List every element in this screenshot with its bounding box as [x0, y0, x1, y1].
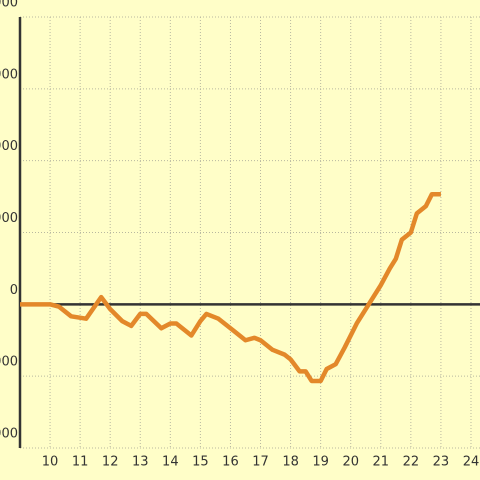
x-tick-label: 12	[102, 455, 119, 470]
x-tick-label: 13	[132, 455, 149, 470]
y-tick-label: 0	[10, 283, 18, 298]
x-tick-label: 16	[222, 455, 239, 470]
y-tick-label: -3,000	[0, 355, 18, 370]
y-tick-label: 6,000	[0, 139, 18, 154]
x-tick-label: 15	[192, 455, 209, 470]
y-tick-label: -6,000	[0, 427, 18, 442]
y-tick-label: 3,000	[0, 211, 18, 226]
x-tick-label: 11	[72, 455, 89, 470]
x-tick-label: 18	[282, 455, 299, 470]
x-tick-label: 22	[403, 455, 420, 470]
x-tick-label: 21	[373, 455, 390, 470]
x-tick-label: 20	[342, 455, 359, 470]
x-tick-label: 19	[312, 455, 329, 470]
x-tick-label: 14	[162, 455, 179, 470]
y-tick-label: 9,000	[0, 67, 18, 82]
x-tick-label: 23	[433, 455, 450, 470]
x-tick-label: 24	[463, 455, 480, 470]
data-line	[20, 191, 441, 384]
y-tick-label: 12,000	[0, 0, 18, 11]
x-tick-label: 17	[252, 455, 269, 470]
x-tick-label: 10	[42, 455, 59, 470]
